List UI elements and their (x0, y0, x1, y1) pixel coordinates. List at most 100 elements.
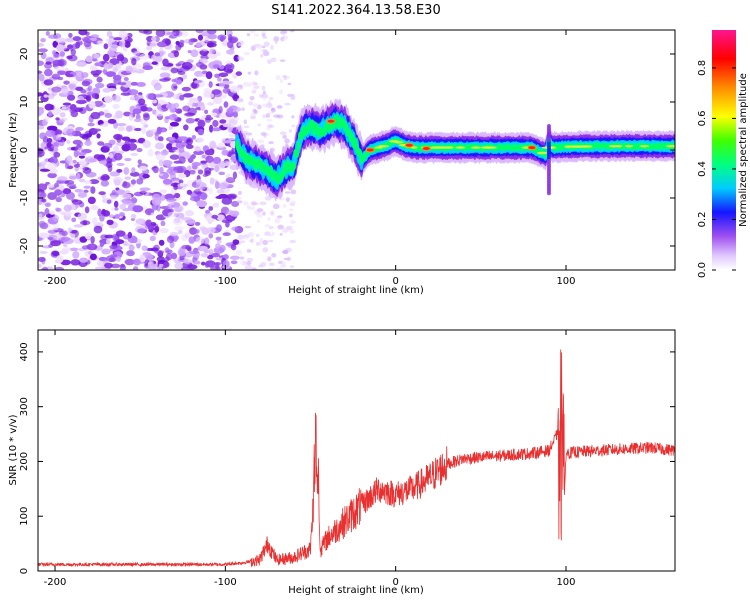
noise-blob (151, 197, 162, 206)
snr-ytick-label: 200 (19, 452, 30, 471)
noise-blob (189, 170, 196, 175)
noise-blob (290, 189, 297, 195)
noise-blob (68, 32, 73, 38)
noise-blob (286, 256, 291, 262)
noise-blob (138, 30, 150, 34)
noise-blob (142, 251, 151, 256)
noise-blob (212, 202, 220, 208)
noise-blob (218, 105, 223, 114)
noise-blob (277, 215, 283, 219)
noise-blob (145, 93, 155, 100)
spectrogram-plot-area (38, 30, 675, 270)
noise-blob (237, 84, 243, 89)
noise-blob (95, 221, 103, 226)
noise-blob (82, 167, 90, 171)
noise-blob (168, 125, 174, 130)
noise-blob (200, 253, 209, 258)
noise-blob (134, 127, 142, 132)
noise-blob (206, 102, 215, 106)
noise-blob (168, 114, 178, 121)
noise-blob (47, 172, 57, 179)
noise-blob (265, 113, 271, 118)
noise-blob (38, 107, 45, 115)
noise-blob (51, 86, 62, 93)
noise-blob (38, 200, 43, 206)
noise-blob (131, 236, 138, 244)
noise-blob (60, 259, 71, 266)
noise-blob (256, 241, 260, 246)
noise-blob (115, 110, 123, 119)
noise-blob (271, 107, 276, 113)
noise-blob (200, 192, 208, 201)
noise-blob (174, 204, 184, 213)
noise-blob (147, 263, 157, 270)
noise-blob (177, 70, 186, 75)
noise-blob (87, 85, 93, 92)
noise-blob (200, 261, 206, 266)
noise-blob (273, 36, 280, 42)
colorbar-tick-label: 0.6 (697, 110, 708, 126)
noise-blob (174, 192, 181, 199)
snr-series-line (38, 349, 675, 568)
noise-blob (229, 210, 240, 217)
noise-blob (190, 49, 199, 58)
noise-blob (291, 115, 295, 119)
noise-blob (116, 122, 127, 127)
noise-blob (256, 43, 263, 49)
noise-blob (51, 73, 61, 80)
noise-blob (262, 239, 269, 246)
noise-blob (141, 245, 148, 252)
noise-blob (44, 202, 51, 208)
noise-blob (66, 44, 74, 50)
noise-blob (186, 189, 193, 195)
noise-blob (173, 165, 184, 174)
noise-blob (130, 179, 137, 185)
noise-blob (280, 261, 286, 267)
noise-blob (222, 232, 231, 237)
snr-plot-area (38, 349, 675, 568)
noise-blob (112, 233, 118, 242)
noise-blob (175, 142, 182, 148)
noise-blob (97, 208, 102, 217)
noise-blob (171, 83, 178, 91)
noise-blob (89, 179, 100, 185)
noise-blob (246, 134, 250, 137)
noise-blob (120, 92, 131, 96)
noise-blob (223, 68, 234, 73)
spectrogram-xlabel: Height of straight line (km) (288, 285, 424, 296)
noise-blob (177, 173, 187, 179)
noise-blob (209, 48, 216, 54)
spectrogram-xtick-label: 100 (556, 276, 575, 287)
noise-blob (70, 259, 81, 266)
noise-blob (124, 258, 136, 266)
noise-blob (104, 234, 115, 239)
noise-blob (188, 97, 200, 102)
noise-blob (224, 64, 233, 69)
noise-blob (181, 86, 191, 92)
noise-blob (239, 240, 246, 244)
noise-blob (243, 125, 250, 128)
noise-blob (115, 189, 126, 195)
noise-blob (85, 171, 97, 178)
noise-blob (92, 217, 98, 225)
noise-blob (105, 238, 111, 245)
noise-blob (212, 119, 219, 127)
noise-blob (52, 53, 60, 59)
noise-blob (38, 43, 45, 47)
noise-blob (259, 201, 267, 206)
ridge-hotspot (394, 141, 404, 144)
noise-blob (291, 124, 296, 128)
noise-blob (81, 80, 91, 87)
noise-blob (109, 171, 121, 177)
noise-blob (154, 52, 161, 57)
noise-blob (267, 217, 271, 221)
noise-blob (246, 204, 251, 210)
noise-blob (217, 142, 225, 149)
noise-blob (112, 94, 122, 103)
colorbar-label: Normalized spectral amplitude (738, 73, 749, 227)
noise-blob (179, 94, 185, 101)
noise-blob (243, 119, 247, 125)
noise-blob (121, 181, 131, 189)
noise-blob (38, 125, 45, 130)
noise-blob (107, 39, 113, 48)
